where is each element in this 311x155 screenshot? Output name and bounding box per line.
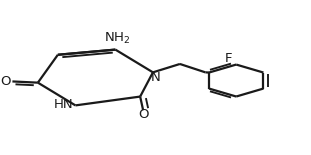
Text: O: O — [1, 75, 11, 88]
Text: N: N — [151, 71, 160, 84]
Text: O: O — [138, 108, 148, 121]
Text: HN: HN — [54, 98, 74, 111]
Text: F: F — [225, 52, 232, 65]
Text: NH$_2$: NH$_2$ — [104, 31, 130, 46]
